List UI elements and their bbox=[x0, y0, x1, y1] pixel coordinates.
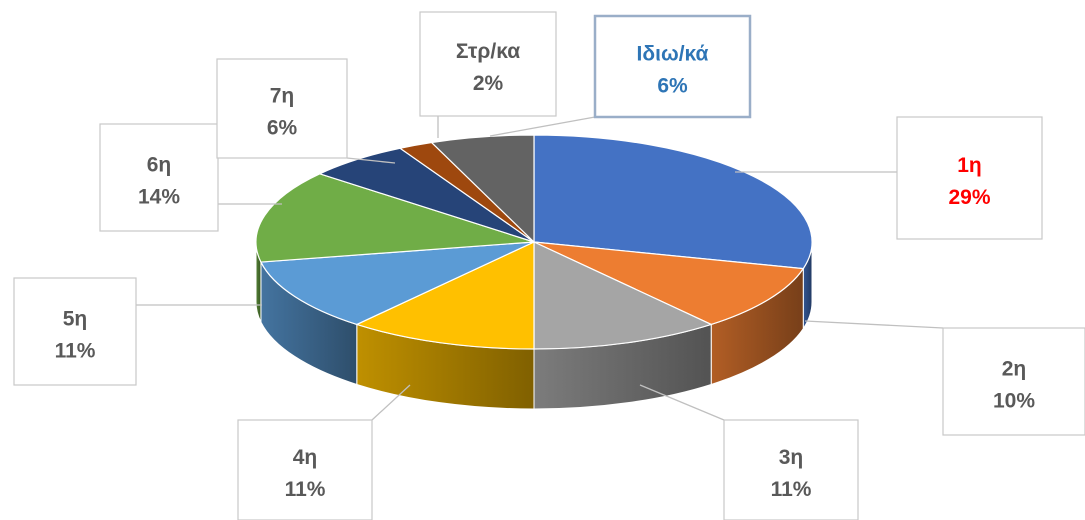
data-label-7: 7η6% bbox=[216, 58, 348, 159]
pie-slice-3 bbox=[533, 241, 713, 350]
pie-sides bbox=[255, 241, 813, 410]
label-box-3 bbox=[723, 419, 859, 520]
label-category-8: Στρ/κα bbox=[456, 40, 520, 63]
label-box-1 bbox=[896, 116, 1043, 240]
label-percent-2: 10% bbox=[993, 390, 1035, 413]
label-category-7: 7η bbox=[270, 85, 295, 108]
label-category-6: 6η bbox=[147, 154, 172, 177]
label-box-5 bbox=[13, 277, 137, 386]
data-label-8: Στρ/κα 2% bbox=[419, 11, 557, 117]
label-category-1: 1η bbox=[957, 154, 982, 177]
pie-slice-5 bbox=[259, 241, 535, 326]
label-category-9: Ιδιω/κά bbox=[637, 43, 709, 66]
pie-slice-9 bbox=[430, 134, 535, 244]
label-percent-6: 14% bbox=[138, 186, 180, 209]
label-percent-8: 2% bbox=[473, 72, 504, 95]
label-box-6 bbox=[99, 123, 219, 232]
label-category-4: 4η bbox=[293, 446, 318, 469]
label-percent-4: 11% bbox=[285, 478, 326, 501]
label-box-9 bbox=[593, 14, 752, 119]
label-percent-5: 11% bbox=[55, 340, 96, 363]
label-percent-7: 6% bbox=[267, 117, 298, 140]
leader-line-9 bbox=[489, 116, 596, 137]
leader-line-7 bbox=[346, 157, 396, 164]
label-category-3: 3η bbox=[779, 446, 804, 469]
pie-slice-1 bbox=[533, 134, 813, 270]
pie-slice-4 bbox=[355, 241, 535, 350]
label-leaders bbox=[136, 116, 944, 421]
label-box-8 bbox=[419, 11, 557, 117]
label-category-2: 2η bbox=[1002, 358, 1027, 381]
label-percent-3: 11% bbox=[771, 478, 812, 501]
pie-slice-2 bbox=[533, 241, 805, 326]
leader-line-2 bbox=[804, 320, 944, 329]
label-box-7 bbox=[216, 58, 348, 159]
label-box-2 bbox=[942, 327, 1085, 436]
pie-tops bbox=[255, 134, 813, 350]
data-labels: 1η29%2η10%3η11%4η11%5η11%6η14%7η6%Στρ/κα… bbox=[13, 11, 1085, 520]
label-box-4 bbox=[237, 419, 373, 520]
pie-slice-6 bbox=[255, 173, 535, 263]
label-percent-9: 6% bbox=[657, 75, 688, 98]
label-percent-1: 29% bbox=[948, 186, 990, 209]
leader-line-3 bbox=[639, 384, 725, 421]
leader-line-4 bbox=[371, 384, 411, 421]
data-label-9: Ιδιω/κά 6% bbox=[593, 14, 752, 119]
label-category-5: 5η bbox=[63, 308, 88, 331]
